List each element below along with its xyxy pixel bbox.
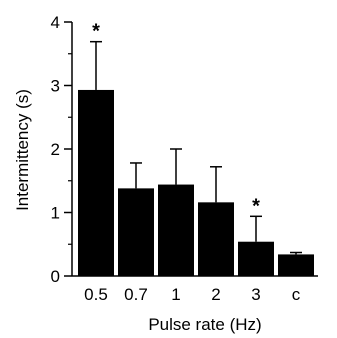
bar-c (278, 254, 314, 276)
x-tick-label-3: 3 (251, 285, 260, 304)
x-tick-label-c: c (292, 285, 301, 304)
bar-0.7 (118, 188, 154, 276)
x-tick-label-2: 2 (211, 285, 220, 304)
y-tick-label-2: 2 (51, 140, 60, 159)
x-tick-label-1: 1 (171, 285, 180, 304)
y-tick-label-0: 0 (51, 267, 60, 286)
bar-0.5 (78, 89, 114, 276)
bar-2 (198, 202, 234, 276)
y-axis: 0 1 2 3 4 (51, 13, 73, 286)
x-tick-label-0.5: 0.5 (84, 285, 108, 304)
bar-3 (238, 241, 274, 276)
y-axis-title: Intermittency (s) (13, 89, 32, 211)
x-tick-label-0.7: 0.7 (124, 285, 148, 304)
significance-marker-0.5: * (92, 21, 100, 43)
y-tick-label-1: 1 (51, 204, 60, 223)
y-tick-label-3: 3 (51, 77, 60, 96)
significance-marker-3: * (252, 195, 260, 217)
bar-1 (158, 184, 194, 276)
bars-group (78, 89, 314, 276)
error-bars-group (90, 40, 302, 255)
x-axis-title: Pulse rate (Hz) (148, 315, 261, 334)
x-axis: 0.5 0.7 1 2 3 c (72, 275, 318, 304)
annotations-group: ** (92, 21, 260, 218)
y-tick-label-4: 4 (51, 13, 60, 32)
